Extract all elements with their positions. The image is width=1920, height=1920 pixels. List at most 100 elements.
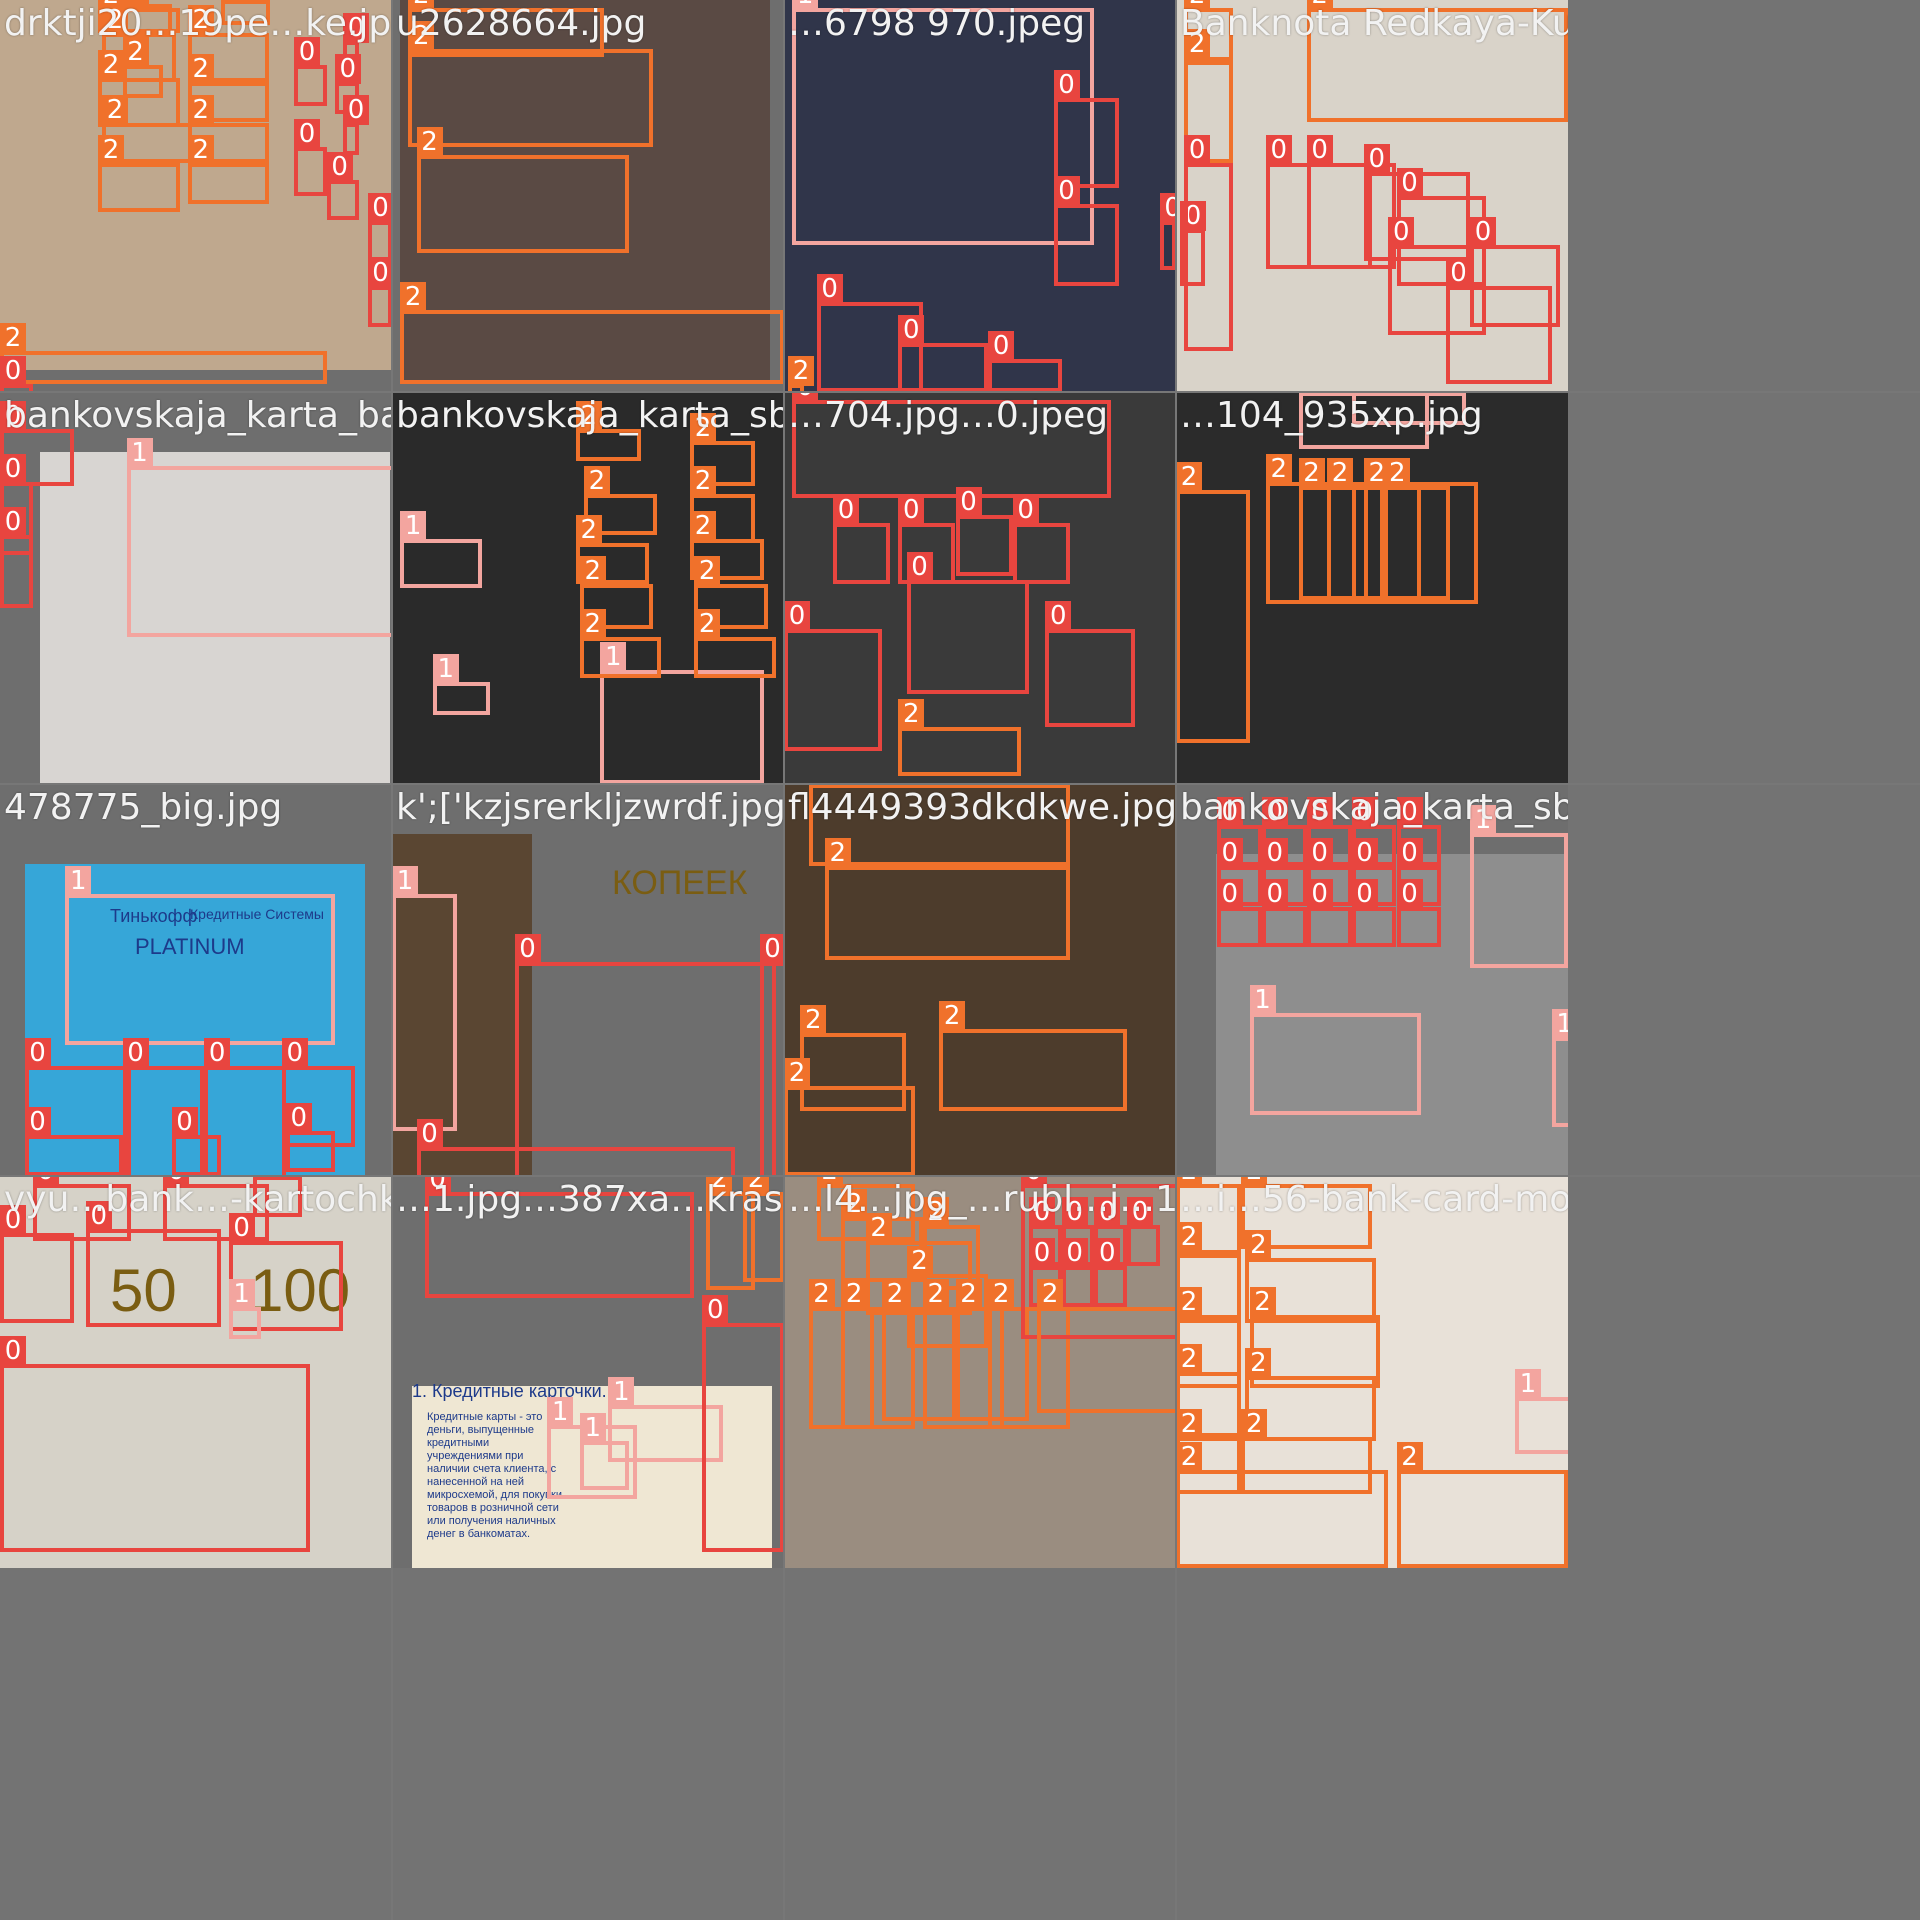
bbox-class-2: 2 bbox=[122, 37, 164, 98]
bbox-class-label: 0 bbox=[1388, 217, 1415, 247]
tile-text-coin_a: 50 bbox=[110, 1257, 177, 1324]
bbox-class-label: 2 bbox=[1245, 1348, 1272, 1379]
bbox-class-1: 1 bbox=[600, 641, 764, 784]
bbox-class-label: 0 bbox=[1216, 796, 1243, 827]
bbox-class-label: 0 bbox=[1261, 878, 1288, 909]
tile-text-coin: КОПЕЕК bbox=[612, 864, 748, 902]
bbox-class-label: 0 bbox=[1396, 168, 1423, 198]
bbox-class-label: 2 bbox=[816, 1176, 843, 1187]
bbox-class-0: 0 bbox=[1053, 176, 1119, 286]
bbox-class-label: 2 bbox=[1184, 29, 1211, 60]
bbox-class-label: 2 bbox=[0, 323, 26, 354]
bbox-class-0: 0 bbox=[1184, 135, 1234, 352]
bbox-class-2: 2 bbox=[743, 1176, 784, 1283]
bbox-class-0: 0 bbox=[1020, 1176, 1176, 1340]
bbox-class-label: 1 bbox=[1351, 392, 1378, 394]
bbox-class-0: 0 bbox=[816, 274, 923, 392]
bbox-class-label: 2 bbox=[1241, 1409, 1268, 1440]
mosaic-tile: 0 0 0 1bankovskaja_karta_bank_re… bbox=[0, 392, 392, 784]
bbox-class-label: 1 bbox=[579, 1413, 606, 1444]
bbox-class-1: 1 bbox=[1351, 392, 1466, 425]
bbox-class-label: 2 bbox=[690, 511, 717, 541]
bbox-class-label: 2 bbox=[1176, 1344, 1202, 1374]
bbox-class-label: 2 bbox=[408, 21, 435, 51]
bbox-class-label: 0 bbox=[1261, 837, 1288, 868]
bbox-class-label: 0 bbox=[343, 94, 369, 125]
bbox-class-label: 1 bbox=[1249, 984, 1276, 1015]
bbox-class-label: 2 bbox=[690, 413, 717, 443]
bbox-class-label: 0 bbox=[1053, 176, 1080, 207]
bbox-class-label: 1 bbox=[1298, 392, 1325, 394]
bbox-class-0: 0 bbox=[514, 934, 776, 1176]
bbox-class-label: 0 bbox=[334, 53, 361, 84]
bbox-class-1: 1 bbox=[792, 0, 1095, 245]
bbox-class-label: 0 bbox=[906, 551, 933, 582]
mosaic-tile: 1 0 0 0 0 0 0 2 …6798 970.jpeg bbox=[784, 0, 1176, 392]
bbox-class-0: 0 bbox=[367, 192, 392, 262]
bbox-class-label: 2 bbox=[706, 1176, 733, 1195]
bbox-class-label: 0 bbox=[1363, 143, 1390, 174]
bbox-class-2: 2 bbox=[220, 0, 270, 25]
bbox-class-label: 1 bbox=[400, 511, 427, 541]
bbox-class-0: 0 bbox=[1351, 878, 1397, 948]
bbox-class-0: 0 bbox=[906, 551, 1029, 695]
tile-photo bbox=[1176, 0, 1568, 392]
bbox-class-2: 2 bbox=[882, 1278, 956, 1421]
bbox-class-label: 0 bbox=[171, 1107, 198, 1138]
tile-filename: fl4449393dkdkwe.jpg bbox=[788, 787, 1176, 828]
bbox-class-2: 2 bbox=[694, 609, 776, 678]
bbox-class-2: 2 bbox=[1037, 1278, 1176, 1413]
bbox-class-label: 0 bbox=[1094, 1197, 1121, 1227]
bbox-class-label: 2 bbox=[1176, 1409, 1202, 1440]
bbox-class-2: 2 bbox=[788, 355, 815, 392]
bbox-class-label: 2 bbox=[1184, 0, 1211, 11]
bbox-class-label: 2 bbox=[808, 784, 835, 786]
bbox-class-0: 0 bbox=[0, 506, 33, 609]
bbox-class-0: 0 bbox=[326, 151, 360, 221]
bbox-class-label: 2 bbox=[788, 355, 815, 386]
bbox-class-label: 0 bbox=[253, 1176, 280, 1178]
tile-text-sub: Кредитные Системы bbox=[190, 906, 324, 922]
tile-text-coin_b: 100 bbox=[250, 1257, 351, 1324]
bbox-class-0: 0 bbox=[784, 600, 882, 752]
bbox-class-2: 2 bbox=[922, 1197, 980, 1291]
bbox-class-label: 0 bbox=[424, 1176, 451, 1195]
bbox-class-label: 0 bbox=[1094, 1237, 1121, 1268]
bbox-class-2: 2 bbox=[1384, 457, 1450, 601]
bbox-class-label: 1 bbox=[1470, 805, 1496, 835]
bbox-class-0: 0 bbox=[898, 315, 989, 392]
bbox-class-label: 0 bbox=[833, 494, 859, 525]
tile-filename: bankovskaja_karta_sberban bbox=[1180, 787, 1568, 828]
mosaic-tile: 1. Кредитные карточки. Кредитные карты - … bbox=[392, 1176, 784, 1568]
bbox-class-0: 0 bbox=[0, 1335, 311, 1552]
bbox-class-label: 1 bbox=[65, 866, 92, 897]
bbox-class-label: 1 bbox=[1514, 1368, 1541, 1399]
bbox-class-label: 2 bbox=[1037, 1278, 1064, 1309]
bbox-class-1: 1 bbox=[400, 511, 482, 588]
bbox-class-label: 2 bbox=[575, 400, 602, 431]
mosaic-tile: Тинькофф Кредитные Системы PLATINUM 1 0 0 0 0 0 0… bbox=[0, 784, 392, 1176]
mosaic-tile: 2222u2628664.jpg bbox=[392, 0, 784, 392]
bbox-class-1: 1 bbox=[126, 437, 392, 637]
tile-photo bbox=[400, 0, 770, 380]
bbox-class-2: 2 bbox=[690, 413, 756, 486]
bbox-class-label: 2 bbox=[882, 1278, 908, 1309]
bbox-class-label: 0 bbox=[1265, 135, 1292, 166]
bbox-class-label: 0 bbox=[122, 1037, 149, 1068]
bbox-class-label: 2 bbox=[1265, 453, 1292, 484]
bbox-class-label: 0 bbox=[1306, 878, 1333, 909]
bbox-class-label: 2 bbox=[579, 555, 606, 586]
bbox-class-label: 1 bbox=[792, 0, 819, 11]
bbox-class-label: 2 bbox=[824, 837, 851, 868]
bbox-class-label: 0 bbox=[1159, 192, 1176, 223]
bbox-class-0: 0 bbox=[1306, 135, 1397, 270]
tile-text-tier: PLATINUM bbox=[135, 934, 245, 959]
bbox-class-0: 0 bbox=[367, 257, 392, 327]
bbox-class-0: 0 bbox=[792, 392, 1111, 499]
bbox-class-0: 0 bbox=[285, 1103, 335, 1172]
bbox-class-label: 0 bbox=[204, 1037, 231, 1068]
bbox-class-label: 2 bbox=[122, 0, 149, 7]
tile-text-body: Кредитные карты - это деньги, выпущенные… bbox=[427, 1411, 562, 1540]
